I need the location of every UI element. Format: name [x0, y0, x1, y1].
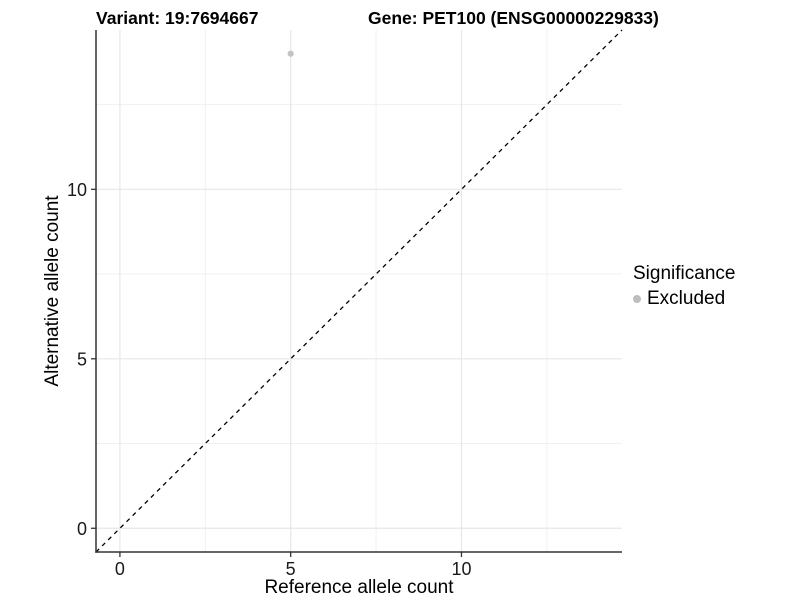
x-tick-label: 10 [451, 559, 471, 579]
plot-title-gene: Gene: PET100 (ENSG00000229833) [368, 8, 659, 28]
legend-title: Significance [633, 263, 736, 284]
x-tick-label: 5 [286, 559, 296, 579]
gridlines-major [96, 30, 622, 552]
tick-labels: 0 5 10 0 5 10 [67, 180, 472, 579]
plot-title-variant: Variant: 19:7694667 [96, 8, 259, 28]
data-points [287, 50, 294, 57]
scatter-point [287, 50, 294, 57]
tick-marks [91, 188, 463, 557]
legend: Significance Excluded [633, 262, 735, 310]
y-tick-label: 5 [77, 349, 87, 369]
x-axis-title: Reference allele count [264, 577, 454, 598]
y-axis-title: Alternative allele count [42, 195, 63, 387]
legend-entry-label: Excluded [647, 288, 726, 309]
x-tick-label: 0 [115, 559, 125, 579]
identity-line [95, 29, 623, 553]
identity-dashed-line [95, 29, 623, 553]
y-tick-label: 10 [67, 180, 87, 200]
axis-lines [95, 30, 622, 553]
y-tick-label: 0 [77, 519, 87, 539]
gridlines-minor [96, 30, 622, 552]
legend-entry: Excluded [633, 288, 735, 310]
legend-key-dot-icon [633, 295, 641, 303]
